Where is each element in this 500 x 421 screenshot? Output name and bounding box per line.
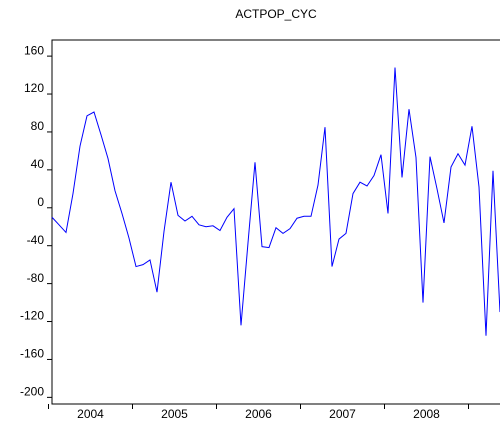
x-tick-label: 2008 [413,407,440,421]
x-tick-label: 2007 [329,407,356,421]
x-tick-label: 2005 [161,407,188,421]
y-tick-label: -200 [20,385,44,399]
y-tick-label: 0 [37,195,44,209]
x-tick-label: 2006 [245,407,272,421]
series-line [51,67,500,336]
y-tick-label: -120 [20,309,44,323]
y-tick-label: 120 [24,81,44,95]
y-tick-label: -80 [27,271,45,285]
y-tick-label: 160 [24,43,44,57]
x-tick-label: 2004 [77,407,104,421]
chart-title: ACTPOP_CYC [235,7,317,21]
y-tick-label: -40 [27,233,45,247]
y-tick-label: -160 [20,347,44,361]
y-tick-label: 40 [31,157,45,171]
y-tick-label: 80 [31,119,45,133]
plot-frame [51,39,500,405]
